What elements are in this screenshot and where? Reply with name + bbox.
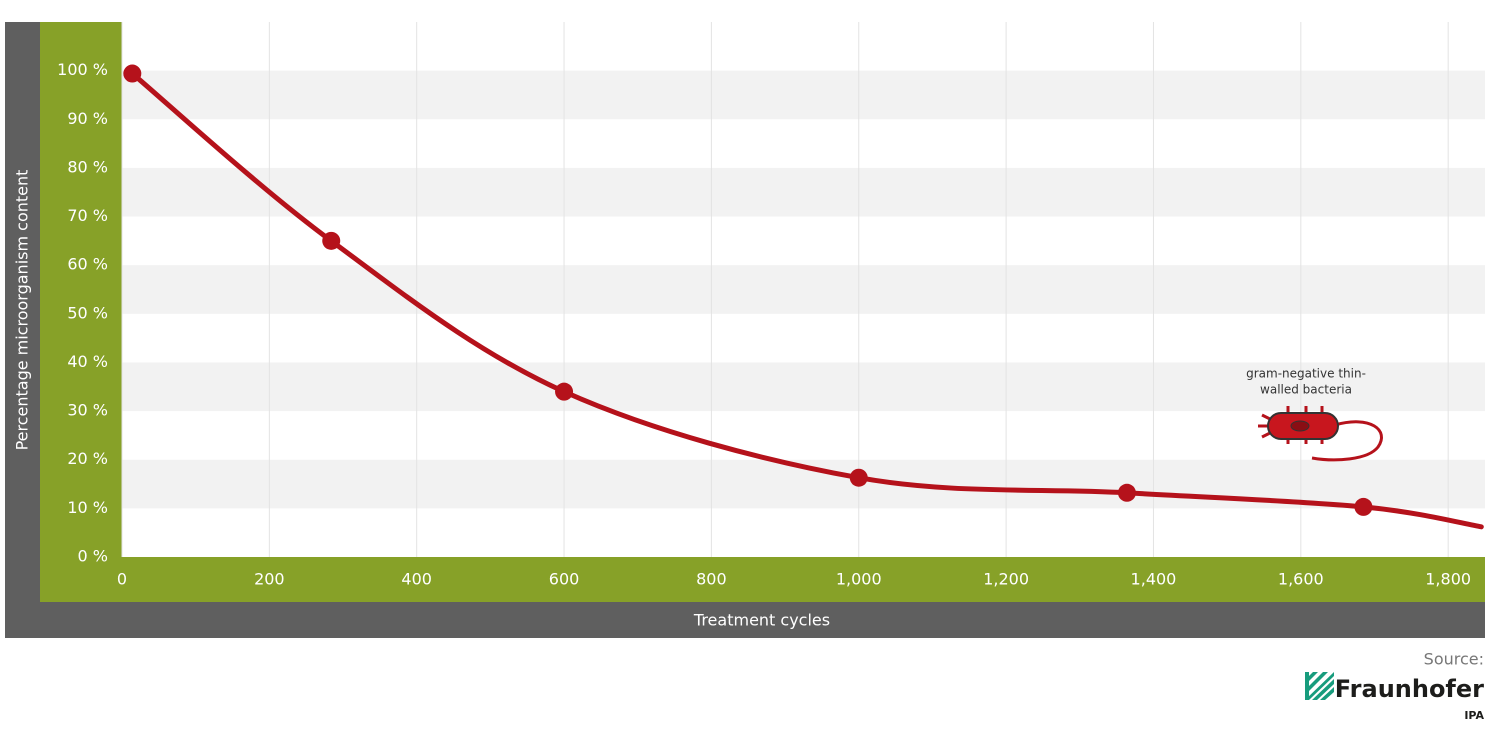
y-tick-label: 80 % bbox=[67, 157, 108, 176]
grid-band bbox=[122, 362, 1485, 412]
x-tick-label: 1,600 bbox=[1278, 570, 1324, 589]
x-tick-label: 1,000 bbox=[836, 570, 882, 589]
x-tick-label: 0 bbox=[117, 570, 127, 589]
y-tick-label: 90 % bbox=[67, 109, 108, 128]
y-tick-label: 40 % bbox=[67, 352, 108, 371]
x-tick-label: 1,400 bbox=[1131, 570, 1177, 589]
source-unit: IPA bbox=[1464, 709, 1484, 722]
y-tick-label: 30 % bbox=[67, 401, 108, 420]
point bbox=[555, 382, 574, 401]
source-label: Source: bbox=[1424, 650, 1484, 669]
source-name: Fraunhofer bbox=[1335, 675, 1484, 703]
x-tick-label: 600 bbox=[549, 570, 580, 589]
logo bbox=[1305, 672, 1334, 700]
point bbox=[1354, 497, 1373, 516]
bands bbox=[122, 70, 1485, 509]
x-axis-label: Treatment cycles bbox=[693, 611, 830, 630]
y-tick-label: 50 % bbox=[67, 303, 108, 322]
grid-band bbox=[122, 70, 1485, 120]
x-tick-label: 1,200 bbox=[983, 570, 1029, 589]
point bbox=[123, 64, 142, 83]
bacteria-icon bbox=[1258, 406, 1383, 462]
y-tick-label: 100 % bbox=[57, 60, 108, 79]
point bbox=[322, 231, 341, 250]
point bbox=[849, 468, 868, 487]
x-tick-label: 200 bbox=[254, 570, 285, 589]
x-tick-label: 800 bbox=[696, 570, 727, 589]
x-tick-label: 1,800 bbox=[1425, 570, 1471, 589]
annotation: walled bacteria bbox=[1260, 383, 1352, 397]
y-tick-label: 70 % bbox=[67, 206, 108, 225]
point bbox=[1117, 483, 1136, 502]
x-tick-label: 400 bbox=[401, 570, 432, 589]
annotation: gram-negative thin- bbox=[1246, 367, 1366, 381]
ticks: 0 % 10 % 20 % 30 % 40 % 50 % 60 % 70 % 80 % 90 % 1… bbox=[57, 60, 1471, 588]
plot bbox=[123, 64, 1484, 530]
x-axis-band bbox=[122, 557, 1485, 602]
y-axis-band bbox=[40, 22, 122, 602]
grid-band bbox=[122, 167, 1485, 217]
grid bbox=[121, 22, 1449, 557]
y-tick-label: 60 % bbox=[67, 255, 108, 274]
y-tick-label: 0 % bbox=[78, 547, 108, 566]
grid-band bbox=[122, 265, 1485, 314]
y-tick-label: 10 % bbox=[67, 498, 108, 517]
y-axis-label: Percentage microorganism content bbox=[13, 170, 32, 451]
y-tick-label: 20 % bbox=[67, 449, 108, 468]
